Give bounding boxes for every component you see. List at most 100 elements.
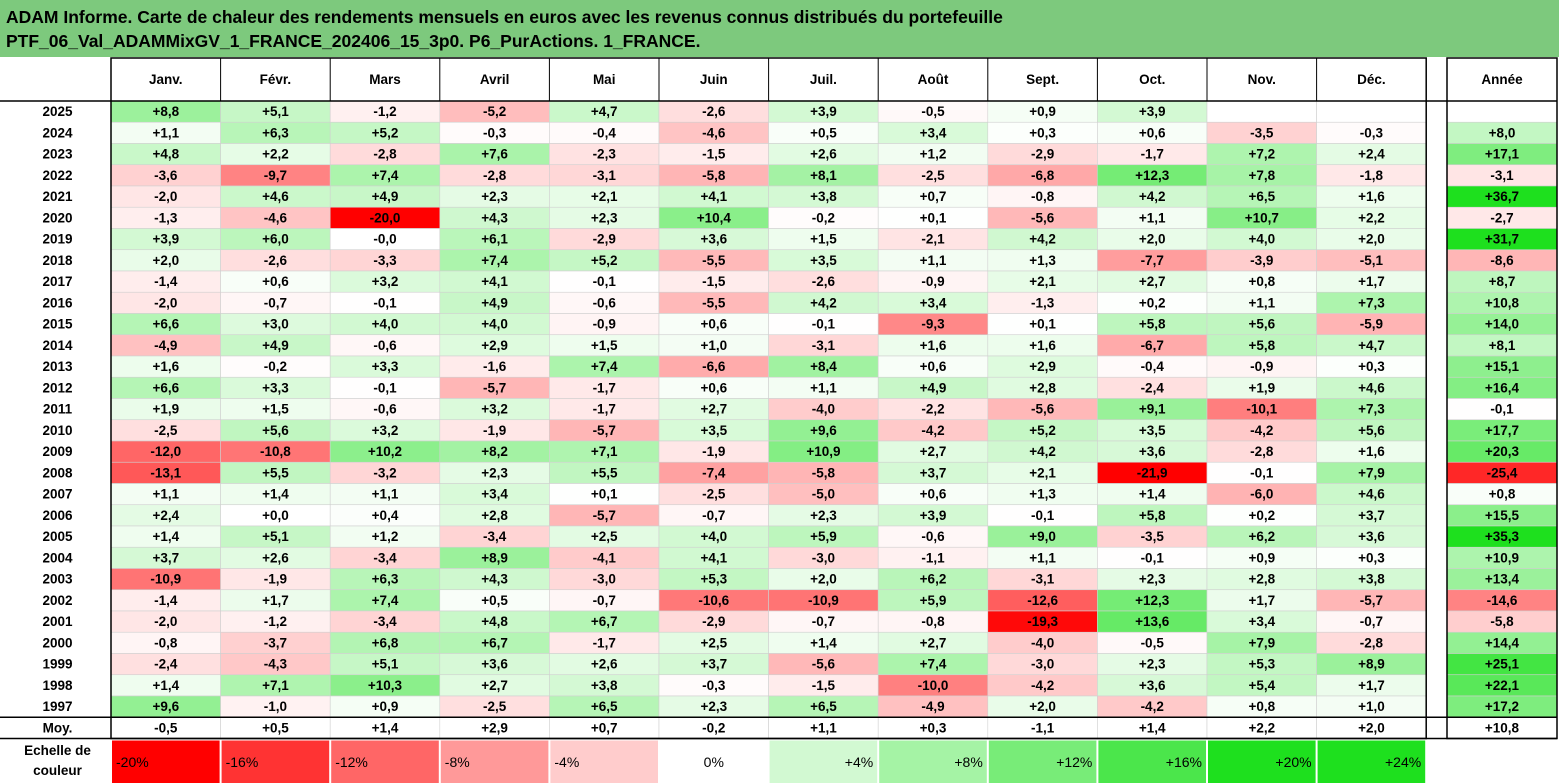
- cell-value: +10,9: [806, 444, 840, 459]
- cell-value: +7,8: [1248, 168, 1275, 183]
- report-title-line-2: PTF_06_Val_ADAMMixGV_1_FRANCE_202406_15_…: [6, 31, 701, 51]
- cell-value: +3,2: [481, 402, 508, 417]
- scale-label-line-2: couleur: [33, 763, 83, 778]
- scale-swatch: [331, 740, 439, 783]
- annual-value: +10,9: [1485, 550, 1519, 565]
- cell-value: +2,3: [1139, 572, 1166, 587]
- annual-value: +22,1: [1485, 678, 1520, 693]
- cell-value: +4,3: [481, 210, 508, 225]
- cell-value: +7,6: [481, 147, 508, 162]
- cell-value: +2,6: [591, 657, 618, 672]
- cell-value: +7,9: [1248, 635, 1275, 650]
- cell-value: -3,1: [593, 168, 617, 183]
- cell-value: -1,4: [154, 593, 178, 608]
- cell-value: +1,7: [1358, 274, 1385, 289]
- cell-value: -2,8: [1250, 444, 1274, 459]
- cell-value: +2,0: [152, 253, 179, 268]
- cell-value: -2,0: [154, 295, 177, 310]
- cell-value: +1,0: [1358, 699, 1385, 714]
- cell-value: +1,7: [1358, 678, 1385, 693]
- annual-value: +17,1: [1485, 147, 1520, 162]
- cell-value: +0,9: [1248, 550, 1275, 565]
- heat-cell: [1316, 100, 1427, 123]
- month-header-11: Nov.: [1248, 72, 1276, 87]
- cell-value: +7,1: [591, 444, 618, 459]
- annual-value: +14,0: [1485, 317, 1519, 332]
- cell-value: +0,9: [372, 699, 399, 714]
- annual-header: Année: [1481, 72, 1523, 87]
- cell-value: -2,5: [154, 423, 178, 438]
- scale-stop-label: +20%: [1275, 754, 1311, 770]
- cell-value: +3,3: [262, 380, 289, 395]
- cell-value: +4,7: [1358, 338, 1385, 353]
- cell-value: +5,6: [262, 423, 289, 438]
- cell-value: +1,1: [152, 487, 179, 502]
- cell-value: +0,6: [920, 487, 947, 502]
- cell-value: +0,1: [591, 487, 618, 502]
- cell-value: -2,0: [154, 614, 177, 629]
- cell-value: +2,3: [1139, 657, 1166, 672]
- month-header-4: Avril: [480, 72, 510, 87]
- cell-value: +0,3: [1358, 550, 1385, 565]
- cell-value: -0,1: [593, 274, 617, 289]
- cell-value: -0,4: [593, 125, 617, 140]
- cell-value: -2,3: [593, 147, 617, 162]
- cell-value: -19,3: [1027, 614, 1058, 629]
- cell-value: +2,0: [810, 572, 837, 587]
- cell-value: +3,2: [372, 423, 399, 438]
- cell-value: -2,0: [154, 189, 177, 204]
- cell-value: +4,1: [700, 550, 727, 565]
- cell-value: +3,4: [481, 487, 508, 502]
- year-label-2016: 2016: [42, 295, 73, 310]
- annual-value: +15,1: [1485, 359, 1520, 374]
- cell-value: -2,9: [593, 232, 616, 247]
- heat-cell: [1206, 100, 1317, 123]
- cell-value: -2,1: [921, 232, 945, 247]
- cell-value: +1,6: [152, 359, 179, 374]
- cell-value: +2,6: [262, 550, 289, 565]
- cell-value: +6,7: [591, 614, 618, 629]
- cell-value: +7,4: [591, 359, 618, 374]
- scale-stop-label: -20%: [116, 754, 149, 770]
- cell-value: +7,4: [481, 253, 508, 268]
- cell-value: +7,2: [1248, 147, 1275, 162]
- month-header-3: Mars: [369, 72, 401, 87]
- scale-stop-label: 0%: [704, 754, 724, 770]
- cell-value: -0,8: [154, 635, 178, 650]
- year-label-2015: 2015: [42, 317, 73, 332]
- cell-value: +1,4: [810, 635, 837, 650]
- cell-value: -4,2: [1250, 423, 1273, 438]
- cell-value: +3,5: [700, 423, 727, 438]
- cell-value: +1,9: [152, 402, 179, 417]
- cell-value: +9,1: [1139, 402, 1166, 417]
- cell-value: +2,0: [1029, 699, 1056, 714]
- cell-value: -0,5: [921, 104, 945, 119]
- average-value: -0,2: [702, 720, 725, 735]
- cell-value: -0,1: [1141, 550, 1165, 565]
- month-header-7: Juil.: [810, 72, 837, 87]
- cell-value: +1,0: [700, 338, 727, 353]
- annual-value: +17,2: [1485, 699, 1519, 714]
- cell-value: -0,1: [1031, 508, 1055, 523]
- cell-value: -4,2: [1141, 699, 1164, 714]
- year-label-2012: 2012: [42, 380, 72, 395]
- average-value: +2,0: [1358, 720, 1385, 735]
- cell-value: -4,2: [1031, 678, 1054, 693]
- cell-value: +10,3: [368, 678, 403, 693]
- cell-value: +2,7: [920, 444, 947, 459]
- month-header-10: Oct.: [1139, 72, 1165, 87]
- scale-swatch: [660, 740, 768, 783]
- year-label-2004: 2004: [42, 550, 73, 565]
- scale-stop-label: -16%: [226, 754, 259, 770]
- cell-value: -1,7: [1141, 147, 1164, 162]
- cell-value: -0,1: [812, 317, 836, 332]
- cell-value: -1,5: [812, 678, 836, 693]
- year-label-2001: 2001: [42, 614, 73, 629]
- cell-value: -5,7: [593, 508, 616, 523]
- cell-value: -9,3: [921, 317, 945, 332]
- year-label-2023: 2023: [42, 147, 73, 162]
- scale-stop-label: +12%: [1056, 754, 1092, 770]
- cell-value: +4,0: [372, 317, 399, 332]
- cell-value: -2,8: [373, 147, 397, 162]
- cell-value: +9,6: [810, 423, 837, 438]
